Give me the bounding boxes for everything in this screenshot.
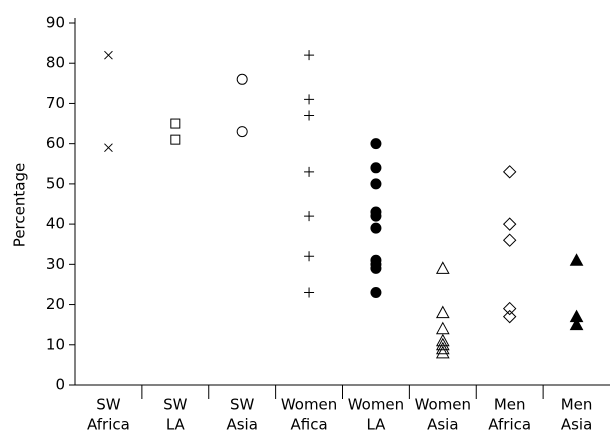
x-tick-label: Asia bbox=[226, 416, 257, 434]
marker bbox=[435, 261, 450, 274]
x-tick-label: Afica bbox=[290, 416, 327, 434]
marker bbox=[304, 211, 315, 222]
marker bbox=[370, 222, 382, 234]
x-tick-label: Women bbox=[415, 396, 471, 414]
marker bbox=[370, 262, 382, 274]
marker bbox=[104, 50, 113, 60]
marker bbox=[304, 287, 315, 298]
marker bbox=[370, 178, 382, 190]
y-tick-label: 90 bbox=[46, 14, 65, 32]
marker bbox=[370, 138, 382, 150]
marker bbox=[502, 301, 517, 316]
marker bbox=[304, 166, 315, 177]
x-tick-label: Asia bbox=[561, 416, 592, 434]
marker bbox=[104, 143, 113, 153]
marker bbox=[370, 286, 382, 298]
marker bbox=[435, 321, 450, 335]
marker bbox=[304, 110, 315, 121]
x-tick-label: Women bbox=[281, 396, 337, 414]
x-tick-label: Women bbox=[348, 396, 404, 414]
x-tick-label: Africa bbox=[488, 416, 531, 434]
x-tick-label: SW bbox=[96, 396, 121, 414]
x-tick-label: Asia bbox=[427, 416, 458, 434]
y-tick-label: 20 bbox=[46, 295, 65, 313]
marker bbox=[569, 317, 584, 331]
y-tick-label: 10 bbox=[46, 335, 65, 353]
marker bbox=[236, 126, 248, 138]
marker bbox=[304, 50, 315, 61]
marker bbox=[170, 118, 181, 129]
marker bbox=[502, 217, 517, 231]
marker bbox=[304, 94, 315, 105]
y-tick-label: 30 bbox=[46, 255, 65, 273]
marker bbox=[236, 73, 248, 85]
marker bbox=[435, 341, 450, 355]
y-tick-label: 40 bbox=[46, 215, 65, 233]
x-tick-label: Men bbox=[494, 396, 526, 414]
x-tick-label: Africa bbox=[87, 416, 130, 434]
marker bbox=[370, 210, 382, 222]
marker bbox=[304, 251, 315, 262]
x-tick-label: SW bbox=[163, 396, 188, 414]
marker bbox=[435, 345, 450, 359]
marker bbox=[435, 305, 450, 319]
marker bbox=[502, 309, 517, 324]
x-tick-label: Men bbox=[561, 396, 593, 414]
y-tick-label: 70 bbox=[46, 94, 65, 112]
marker bbox=[569, 253, 584, 266]
x-tick-label: SW bbox=[230, 396, 255, 414]
marker bbox=[502, 165, 517, 179]
y-axis-label: Percentage bbox=[11, 163, 29, 247]
marker bbox=[435, 337, 450, 351]
y-tick-label: 60 bbox=[46, 134, 65, 152]
marker bbox=[435, 333, 450, 347]
y-tick-label: 50 bbox=[46, 174, 65, 192]
y-tick-label: 80 bbox=[46, 54, 65, 72]
x-tick-label: LA bbox=[366, 416, 386, 434]
x-tick-label: LA bbox=[166, 416, 186, 434]
marker bbox=[170, 134, 181, 145]
y-tick-label: 0 bbox=[55, 376, 65, 394]
marker bbox=[502, 233, 517, 247]
marker bbox=[370, 162, 382, 174]
